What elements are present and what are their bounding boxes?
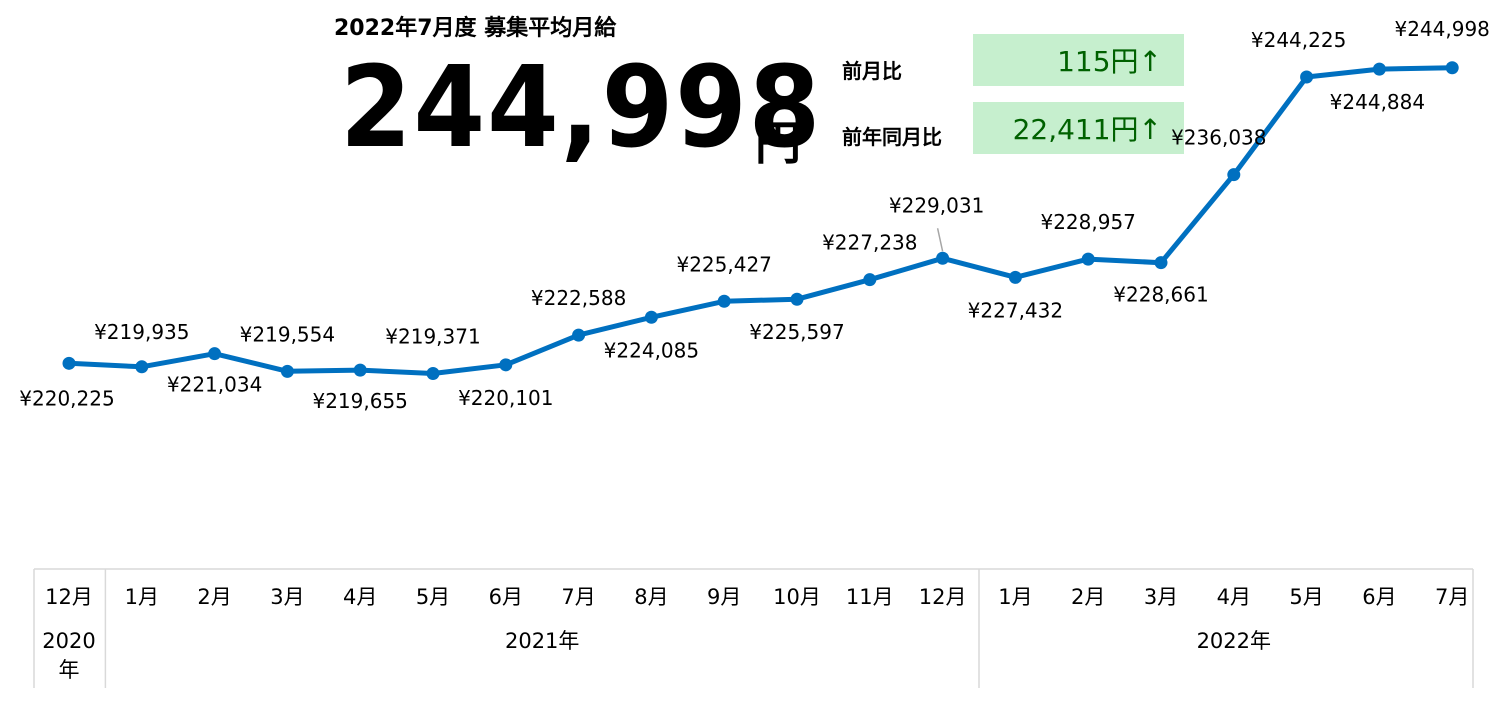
x-tick-label: 12月	[45, 585, 93, 609]
x-tick-label: 6月	[489, 585, 523, 609]
x-tick-label: 4月	[1217, 585, 1251, 609]
series-line	[66, 65, 1455, 376]
data-point	[353, 363, 367, 377]
data-label: ¥219,655	[312, 389, 407, 413]
data-point	[208, 347, 222, 361]
data-label: ¥229,031	[889, 193, 984, 217]
data-label: ¥224,085	[604, 338, 699, 362]
x-tick-label: 1月	[998, 585, 1032, 609]
yoy-value-badge: 22,411円↑	[973, 102, 1184, 154]
year-label: 2022年	[1197, 629, 1271, 653]
data-label: ¥220,225	[19, 386, 114, 410]
x-tick-label: 5月	[1289, 585, 1323, 609]
data-point	[426, 367, 440, 381]
x-tick-label: 12月	[919, 585, 967, 609]
x-tick-label: 6月	[1362, 585, 1396, 609]
data-label: ¥227,432	[968, 298, 1063, 322]
x-tick-label: 3月	[1144, 585, 1178, 609]
data-point	[863, 273, 877, 287]
data-label: ¥244,884	[1330, 90, 1425, 114]
yoy-label: 前年同月比	[842, 125, 942, 149]
data-label: ¥227,238	[822, 231, 917, 255]
chart-title: 2022年7月度 募集平均月給	[334, 16, 617, 41]
data-point	[1445, 61, 1459, 75]
data-label: ¥221,034	[167, 373, 262, 397]
data-point	[1008, 270, 1022, 284]
data-label: ¥244,225	[1251, 28, 1346, 52]
data-label: ¥236,038	[1171, 126, 1266, 150]
headline-salary: 244,998 円	[340, 43, 864, 173]
data-point	[644, 310, 658, 324]
data-label: ¥225,427	[676, 252, 771, 276]
data-point	[499, 358, 513, 372]
data-label: ¥228,957	[1040, 210, 1135, 234]
x-tick-label: 3月	[270, 585, 304, 609]
data-label: ¥222,588	[531, 286, 626, 310]
data-point	[62, 356, 76, 370]
year-label: 2021年	[505, 629, 579, 653]
data-point	[717, 294, 731, 308]
data-label: ¥225,597	[749, 320, 844, 344]
data-point	[1154, 256, 1168, 270]
data-point	[1227, 168, 1241, 182]
year-label-suffix: 年	[59, 658, 80, 682]
headline-salary-value: 244,998	[340, 43, 823, 173]
x-tick-label: 4月	[343, 585, 377, 609]
data-label: ¥219,935	[94, 320, 189, 344]
data-label: ¥219,371	[385, 325, 480, 349]
x-tick-label: 5月	[416, 585, 450, 609]
x-tick-label: 11月	[846, 585, 894, 609]
x-tick-label: 7月	[1435, 585, 1469, 609]
mom-value-badge: 115円↑	[973, 34, 1184, 86]
data-point	[572, 328, 586, 342]
data-point	[936, 251, 950, 265]
data-label: ¥244,998	[1394, 17, 1489, 41]
mom-label: 前月比	[842, 59, 902, 83]
x-tick-label: 7月	[561, 585, 595, 609]
x-tick-label: 1月	[125, 585, 159, 609]
headline-salary-unit: 円	[755, 116, 801, 170]
data-label: ¥219,554	[240, 322, 335, 346]
x-tick-label: 2月	[197, 585, 231, 609]
data-point	[790, 292, 804, 306]
data-point	[1081, 252, 1095, 266]
data-point	[1372, 62, 1386, 76]
data-label-leader	[936, 228, 944, 252]
data-label: ¥220,101	[458, 386, 553, 410]
x-tick-label: 9月	[707, 585, 741, 609]
data-point	[1300, 70, 1314, 84]
x-tick-label: 2月	[1071, 585, 1105, 609]
year-label: 2020	[42, 629, 95, 653]
data-point	[135, 360, 149, 374]
x-tick-label: 8月	[634, 585, 668, 609]
data-label: ¥228,661	[1113, 283, 1208, 307]
x-tick-label: 10月	[773, 585, 821, 609]
data-point	[280, 364, 294, 378]
